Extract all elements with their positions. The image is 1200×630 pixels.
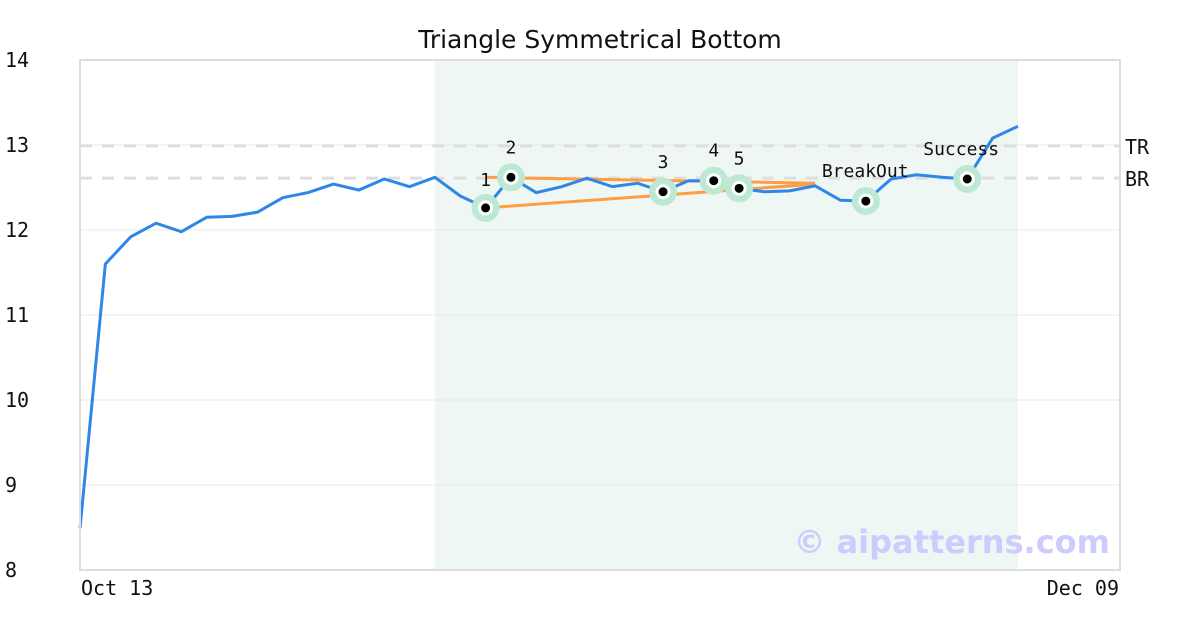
y-tick-label: 14: [5, 48, 29, 72]
marker-label: Success: [923, 139, 999, 160]
x-tick-label: Oct 13: [81, 576, 153, 600]
marker-point: [858, 193, 874, 209]
y-tick-label: 8: [5, 558, 17, 582]
trendline: [485, 175, 816, 185]
marker-label: 2: [506, 137, 517, 158]
level-label: BR: [1125, 167, 1150, 191]
marker-point: [731, 180, 747, 196]
y-tick-label: 11: [5, 303, 29, 327]
marker-label: BreakOut: [822, 161, 909, 182]
plot-frame: [79, 59, 1121, 571]
marker-label: 1: [480, 170, 491, 191]
marker-point: [655, 184, 671, 200]
y-tick-label: 10: [5, 388, 29, 412]
y-tick-label: 13: [5, 133, 29, 157]
marker-label: 3: [658, 152, 669, 173]
marker-point: [706, 173, 722, 189]
marker-label: 4: [708, 141, 719, 162]
x-tick-label: Dec 09: [1047, 576, 1119, 600]
y-tick-label: 12: [5, 218, 29, 242]
marker-label: 5: [734, 148, 745, 169]
marker-point: [478, 200, 494, 216]
watermark: © aipatterns.com: [793, 523, 1110, 561]
chart-title: Triangle Symmetrical Bottom: [417, 25, 782, 54]
y-tick-label: 9: [5, 473, 17, 497]
marker-point: [959, 171, 975, 187]
marker-point: [503, 169, 519, 185]
level-label: TR: [1125, 135, 1150, 159]
